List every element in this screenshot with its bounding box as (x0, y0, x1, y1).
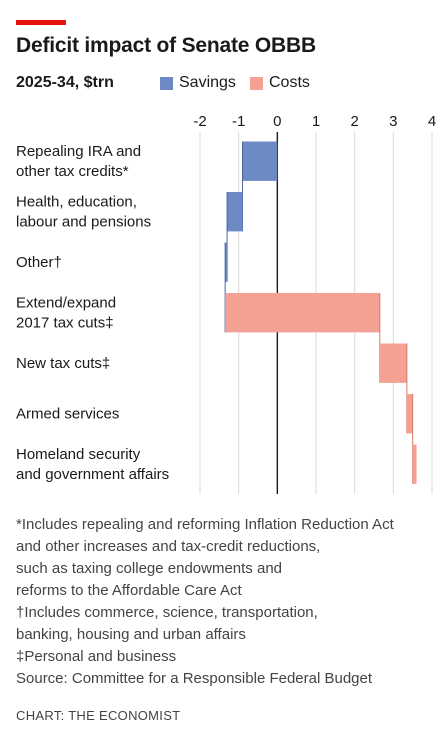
x-tick-label: 1 (312, 113, 320, 130)
category-label: and government affairs (16, 466, 169, 483)
category-label: labour and pensions (16, 214, 151, 231)
category-label: Other† (16, 254, 62, 271)
x-tick-label: -1 (232, 113, 245, 130)
legend-savings: Savings (160, 74, 236, 92)
chart-title: Deficit impact of Senate OBBB (16, 34, 316, 57)
bar-costs (225, 293, 380, 333)
waterfall-chart: -2 -1 0 1 2 3 4 Repealing IRA and other tax cred… (16, 113, 436, 494)
category-label: Homeland security (16, 446, 141, 463)
x-tick-label: 3 (389, 113, 397, 130)
legend-costs: Costs (250, 74, 310, 92)
category-label: Armed services (16, 406, 119, 423)
x-tick-label: -2 (193, 113, 206, 130)
chart-subtitle: 2025-34, $trn (16, 74, 114, 91)
bar-costs (406, 394, 413, 434)
category-label: Repealing IRA and (16, 143, 141, 160)
category-label: Health, education, (16, 194, 137, 211)
footnote-line: reforms to the Affordable Care Act (16, 582, 242, 599)
bar-savings (242, 141, 278, 181)
chart-credit: CHART: THE ECONOMIST (16, 708, 181, 723)
footnote-line: ‡Personal and business (16, 648, 177, 665)
bar-savings (227, 192, 243, 232)
footnote-line: *Includes repealing and reforming Inflat… (16, 516, 394, 533)
x-tick-label: 4 (428, 113, 436, 130)
x-tick-label: 2 (350, 113, 358, 130)
footnote-line: banking, housing and urban affairs (16, 626, 246, 643)
bar-costs (412, 444, 417, 484)
bar-savings (225, 242, 228, 282)
brand-accent-bar (16, 20, 66, 25)
legend-costs-label: Costs (269, 74, 310, 91)
bar-costs (379, 343, 407, 383)
source-line: Source: Committee for a Responsible Fede… (16, 670, 373, 687)
x-tick-label: 0 (273, 113, 281, 130)
footnotes: *Includes repealing and reforming Inflat… (16, 514, 436, 690)
category-label: New tax cuts‡ (16, 355, 110, 372)
category-label: other tax credits* (16, 163, 129, 180)
category-label: Extend/expand (16, 295, 116, 312)
legend-savings-swatch (160, 76, 173, 90)
legend-savings-label: Savings (179, 74, 236, 91)
category-label: 2017 tax cuts‡ (16, 315, 114, 332)
footnote-line: such as taxing college endowments and (16, 560, 283, 577)
legend-costs-swatch (250, 76, 263, 90)
footnote-line: †Includes commerce, science, transportat… (16, 604, 318, 621)
footnote-line: and other increases and tax-credit reduc… (16, 538, 321, 555)
